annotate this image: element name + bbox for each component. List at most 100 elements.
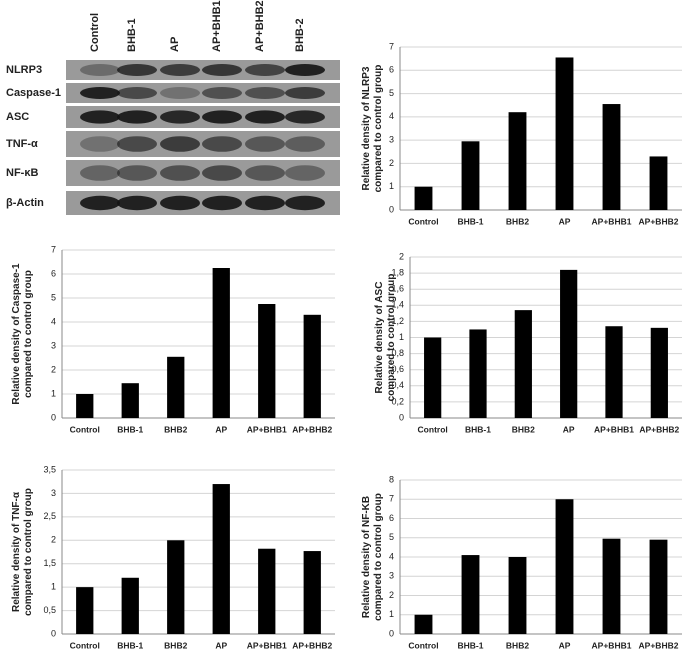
y-tick-label: 0 (389, 204, 394, 214)
blot-band (202, 136, 242, 152)
x-tick-label: AP+BHB1 (592, 216, 632, 226)
bar (650, 327, 668, 418)
lane-label: Control (89, 13, 101, 52)
y-axis-label: Relative density of ASCcompared to contr… (374, 274, 397, 402)
y-axis-label-line: Relative density of NLRP3 (361, 66, 372, 190)
y-tick-label: 6 (389, 65, 394, 75)
y-tick-label: 1 (399, 332, 404, 342)
y-tick-label: 4 (51, 316, 56, 326)
bar (303, 314, 321, 418)
blot-band (160, 64, 200, 76)
x-tick-label: AP (215, 424, 227, 434)
x-tick-label: BHB2 (506, 640, 529, 650)
y-tick-label: 4 (389, 111, 394, 121)
bar (414, 614, 433, 634)
lane-label: BHB-2 (294, 18, 306, 52)
blot-band (202, 165, 242, 181)
y-tick-label: 3 (389, 135, 394, 145)
y-tick-label: 5 (389, 532, 394, 542)
blot-band (202, 87, 242, 99)
y-axis-label-line: Relative density of ASC (374, 282, 385, 394)
x-tick-label: Control (418, 424, 448, 434)
y-tick-label: 2 (51, 535, 56, 545)
bar (555, 499, 574, 634)
blot-band (160, 136, 200, 152)
blot-band (245, 64, 285, 76)
blot-band (285, 64, 325, 76)
x-tick-label: AP (563, 424, 575, 434)
y-tick-label: 7 (51, 244, 56, 254)
row-label: β-Actin (6, 197, 44, 209)
bar (424, 337, 442, 418)
x-tick-label: BHB-1 (465, 424, 491, 434)
blot-band (80, 110, 120, 124)
bar (508, 557, 527, 634)
lane-label: BHB-1 (126, 18, 138, 52)
bar (560, 269, 578, 418)
bar (303, 551, 321, 634)
x-tick-label: AP+BHB2 (639, 424, 679, 434)
x-tick-label: Control (70, 424, 100, 434)
y-axis-label-line: compared to control group (373, 493, 384, 621)
y-tick-label: 0 (51, 412, 56, 422)
row-label: TNF-α (6, 138, 38, 150)
y-tick-label: 5 (389, 88, 394, 98)
blot-band (245, 165, 285, 181)
y-axis-label-line: compared to control group (23, 270, 34, 398)
blot-band (160, 165, 200, 181)
x-tick-label: AP+BHB2 (639, 640, 679, 650)
y-axis-label: Relative density of TNF-αcompared to con… (11, 488, 34, 616)
x-tick-label: Control (70, 640, 100, 650)
blot-band (80, 136, 120, 152)
y-axis-label-line: compared to control group (373, 65, 384, 193)
x-tick-label: AP+BHB1 (594, 424, 634, 434)
y-tick-label: 0 (389, 628, 394, 638)
y-tick-label: 1 (389, 609, 394, 619)
blot-band (160, 87, 200, 99)
blot-band (80, 195, 120, 211)
bar (649, 539, 668, 634)
y-tick-label: 1,2 (391, 316, 404, 326)
blot-band (245, 195, 285, 211)
lane-label: AP+BHB2 (254, 0, 266, 52)
y-axis-label: Relative density of Caspase-1compared to… (11, 263, 34, 405)
blot-band (285, 165, 325, 181)
blot-band (80, 87, 120, 99)
x-tick-label: BHB2 (506, 216, 529, 226)
lane-label: AP (169, 37, 181, 52)
bar (258, 548, 276, 634)
blot-band (117, 195, 157, 211)
blot-band (117, 136, 157, 152)
row-label: NF-κB (6, 167, 38, 179)
blot-band (285, 87, 325, 99)
x-tick-label: AP (559, 216, 571, 226)
blot-band (202, 110, 242, 124)
y-tick-label: 1,5 (43, 558, 56, 568)
bar (76, 587, 94, 634)
blot-band (117, 64, 157, 76)
x-tick-label: AP+BHB2 (292, 640, 332, 650)
y-tick-label: 2,5 (43, 511, 56, 521)
bar (167, 356, 185, 418)
bar (461, 141, 480, 210)
y-axis-label-line: compared to control group (23, 488, 34, 616)
row-label: ASC (6, 111, 29, 123)
y-tick-label: 1,6 (391, 284, 404, 294)
bar (414, 186, 433, 210)
bar (649, 156, 668, 210)
x-tick-label: AP (559, 640, 571, 650)
x-tick-label: BHB-1 (117, 640, 143, 650)
blot-band (117, 165, 157, 181)
y-tick-label: 0 (399, 412, 404, 422)
y-tick-label: 0,5 (43, 605, 56, 615)
y-tick-label: 7 (389, 494, 394, 504)
y-tick-label: 3 (51, 340, 56, 350)
y-tick-label: 1 (389, 181, 394, 191)
blot-band (80, 165, 120, 181)
y-tick-label: 2 (51, 364, 56, 374)
x-tick-label: Control (408, 640, 438, 650)
bar (461, 555, 480, 634)
bar (555, 57, 574, 210)
bar (469, 329, 487, 418)
bar (76, 394, 94, 418)
